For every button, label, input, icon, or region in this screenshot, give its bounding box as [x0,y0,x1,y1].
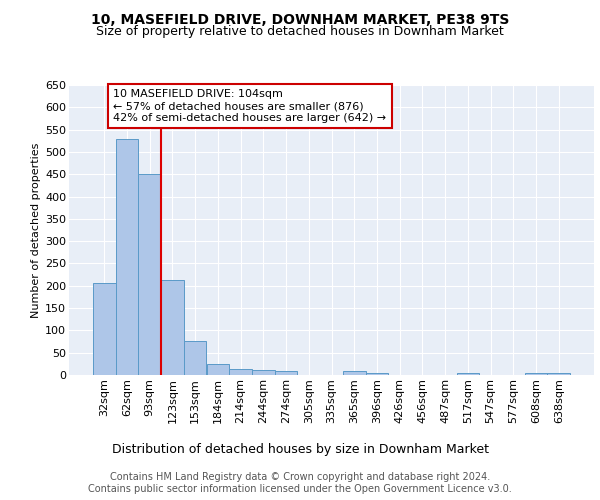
Bar [93,282,116,375]
Bar [547,373,570,375]
Bar [252,370,275,375]
Bar [161,280,184,375]
Bar [184,340,206,375]
Text: Contains HM Land Registry data © Crown copyright and database right 2024.
Contai: Contains HM Land Registry data © Crown c… [88,472,512,494]
Bar [139,174,161,375]
Bar [275,372,298,375]
Bar [457,373,479,375]
Bar [343,372,365,375]
Bar [116,138,139,375]
Text: Distribution of detached houses by size in Downham Market: Distribution of detached houses by size … [112,442,488,456]
Text: Size of property relative to detached houses in Downham Market: Size of property relative to detached ho… [96,25,504,38]
Text: 10, MASEFIELD DRIVE, DOWNHAM MARKET, PE38 9TS: 10, MASEFIELD DRIVE, DOWNHAM MARKET, PE3… [91,12,509,26]
Bar [206,364,229,375]
Bar [365,373,388,375]
Bar [524,373,547,375]
Bar [229,369,252,375]
Text: 10 MASEFIELD DRIVE: 104sqm
← 57% of detached houses are smaller (876)
42% of sem: 10 MASEFIELD DRIVE: 104sqm ← 57% of deta… [113,90,386,122]
Y-axis label: Number of detached properties: Number of detached properties [31,142,41,318]
